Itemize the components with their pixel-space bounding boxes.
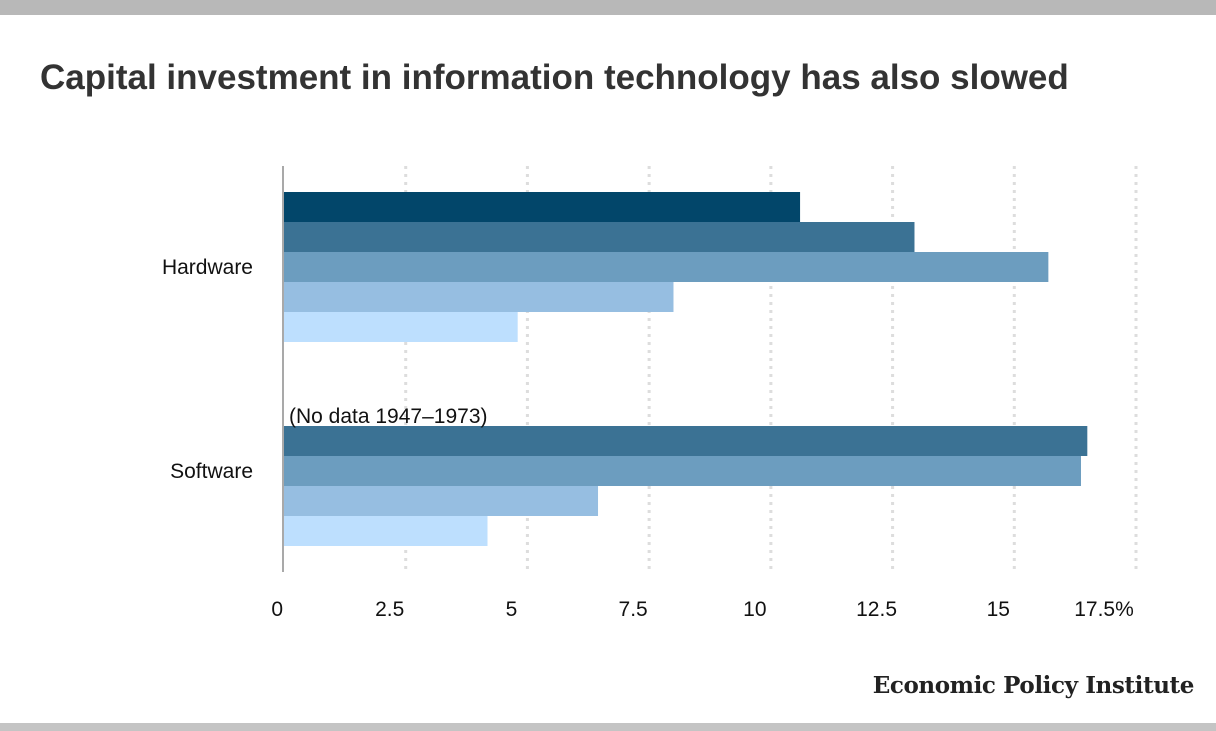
bars — [284, 192, 1088, 546]
bar — [284, 426, 1088, 456]
category-label: Hardware — [162, 256, 253, 279]
category-label: Software — [170, 460, 253, 483]
bar — [284, 252, 1049, 282]
labels: 0 2.5 5 7.5 10 12.5 15 17.5% Hardware Software (No… — [162, 256, 1134, 621]
bar — [284, 282, 674, 312]
annotation-label: (No data 1947–1973) — [289, 405, 488, 428]
bar — [284, 192, 801, 222]
bar — [284, 516, 488, 546]
brand-logo: Economic Policy Institute — [872, 672, 1195, 699]
x-tick-label: 17.5% — [1074, 598, 1134, 621]
bar — [284, 222, 915, 252]
x-tick-label: 12.5 — [856, 598, 897, 621]
x-tick-label: 5 — [506, 598, 518, 621]
chart-title: Capital investment in information techno… — [40, 58, 1069, 97]
x-tick-label: 2.5 — [375, 598, 404, 621]
bottom-border — [0, 723, 1216, 731]
bar — [284, 312, 518, 342]
bar — [284, 486, 599, 516]
x-tick-label: 10 — [743, 598, 766, 621]
bar — [284, 456, 1081, 486]
x-tick-label: 7.5 — [619, 598, 648, 621]
top-border — [0, 0, 1216, 15]
x-tick-label: 0 — [271, 598, 283, 621]
x-tick-label: 15 — [987, 598, 1010, 621]
